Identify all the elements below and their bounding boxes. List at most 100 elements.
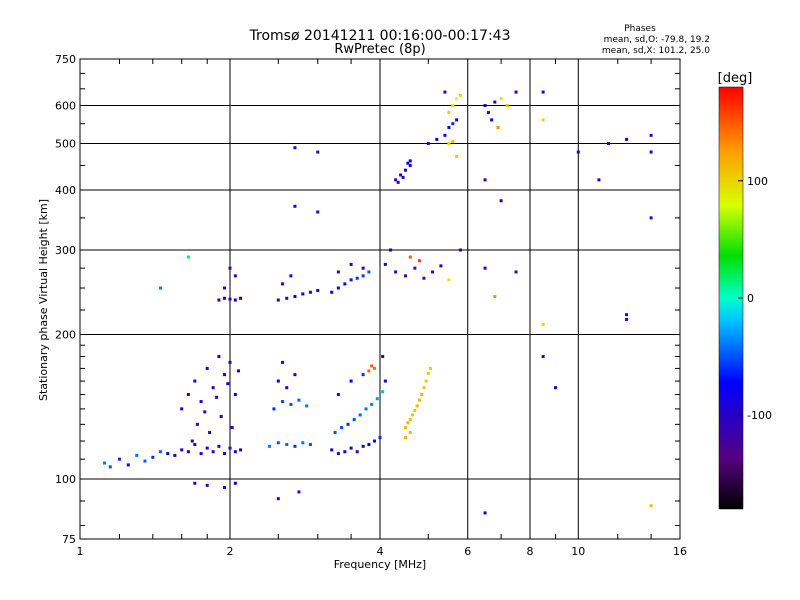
- data-point: [343, 282, 347, 286]
- legend-title: Phases: [624, 24, 656, 34]
- data-point: [576, 150, 580, 154]
- data-point: [285, 296, 289, 300]
- data-point: [217, 298, 221, 302]
- data-point: [228, 297, 232, 301]
- data-point: [394, 178, 398, 182]
- data-point: [486, 111, 490, 115]
- data-point: [597, 178, 601, 182]
- data-point: [103, 461, 107, 465]
- data-point: [193, 379, 197, 383]
- y-tick-label: 75: [62, 533, 76, 546]
- colorbar-ticks: 100 0 -100: [738, 175, 772, 422]
- legend-line-1: mean, sd,O: -79.8, 19.2: [604, 35, 710, 45]
- data-point: [401, 175, 405, 179]
- data-point: [370, 402, 374, 406]
- data-point: [355, 276, 359, 280]
- data-point: [424, 379, 428, 383]
- data-point: [228, 446, 232, 450]
- plot-frame: [79, 58, 681, 540]
- data-point: [205, 483, 209, 487]
- data-point: [158, 286, 162, 290]
- data-point: [649, 216, 653, 220]
- x-tick-label: 16: [673, 545, 687, 558]
- data-point: [417, 259, 421, 263]
- data-point: [483, 178, 487, 182]
- data-point: [349, 379, 353, 383]
- data-point: [364, 407, 368, 411]
- data-point: [239, 448, 243, 452]
- data-point: [336, 452, 340, 456]
- data-point: [408, 431, 412, 435]
- data-point: [193, 481, 197, 485]
- data-point: [330, 290, 334, 294]
- x-tick-label: 6: [464, 545, 471, 558]
- data-point: [413, 266, 417, 270]
- y-tick-label: 750: [55, 53, 76, 66]
- data-point: [406, 161, 410, 165]
- data-point: [361, 373, 365, 377]
- data-point: [186, 393, 190, 397]
- data-point: [408, 159, 412, 163]
- data-point: [193, 443, 197, 447]
- data-point: [301, 441, 305, 445]
- data-point: [428, 366, 432, 370]
- data-point: [431, 270, 435, 274]
- data-point: [289, 402, 293, 406]
- data-point: [493, 100, 497, 104]
- data-point: [228, 360, 232, 364]
- data-point: [389, 248, 393, 252]
- data-point: [219, 414, 223, 418]
- colorbar-tick-label: -100: [747, 409, 772, 422]
- data-point: [378, 436, 382, 440]
- x-axis-label: Frequency [MHz]: [334, 558, 426, 571]
- data-point: [406, 421, 410, 425]
- data-point: [447, 142, 451, 146]
- data-point: [541, 322, 545, 326]
- data-point: [447, 111, 451, 115]
- data-point: [367, 369, 371, 373]
- y-tick-label: 500: [55, 138, 76, 151]
- data-point: [625, 137, 629, 141]
- data-point: [373, 366, 377, 370]
- data-point: [333, 431, 337, 435]
- data-point: [358, 413, 362, 417]
- data-point: [553, 386, 557, 390]
- grid-lines: [80, 59, 680, 539]
- data-point: [230, 426, 234, 430]
- data-point: [361, 274, 365, 278]
- y-tick-labels: 75 100 200 300 400 500 600 750: [55, 53, 76, 546]
- data-point: [355, 450, 359, 454]
- data-point: [233, 450, 237, 454]
- data-point: [293, 146, 297, 150]
- data-point: [117, 457, 121, 461]
- colorbar-tick-label: 100: [747, 175, 768, 188]
- data-point: [607, 142, 611, 146]
- data-point: [455, 118, 459, 122]
- data-point: [458, 248, 462, 252]
- data-point: [375, 397, 379, 401]
- chart-title: Tromsø 20141211 00:16:00-00:17:43: [249, 28, 511, 44]
- data-point: [233, 393, 237, 397]
- x-tick-label: 10: [571, 545, 585, 558]
- data-point: [228, 266, 232, 270]
- data-point: [505, 104, 509, 108]
- x-tick-labels: 1 2 4 6 8 10 16: [77, 545, 688, 558]
- data-point: [422, 276, 426, 280]
- data-point: [340, 426, 344, 430]
- data-point: [233, 298, 237, 302]
- data-point: [297, 490, 301, 494]
- data-point: [205, 366, 209, 370]
- data-point: [336, 393, 340, 397]
- data-point: [272, 407, 276, 411]
- data-point: [490, 118, 494, 122]
- data-point: [413, 408, 417, 412]
- data-point: [226, 382, 230, 386]
- data-point: [455, 154, 459, 158]
- data-point: [381, 354, 385, 358]
- data-point: [451, 139, 455, 143]
- data-point: [373, 439, 377, 443]
- legend-line-2: mean, sd,X: 101.2, 25.0: [602, 46, 710, 56]
- data-point: [239, 296, 243, 300]
- data-point: [180, 448, 184, 452]
- data-point: [408, 418, 412, 422]
